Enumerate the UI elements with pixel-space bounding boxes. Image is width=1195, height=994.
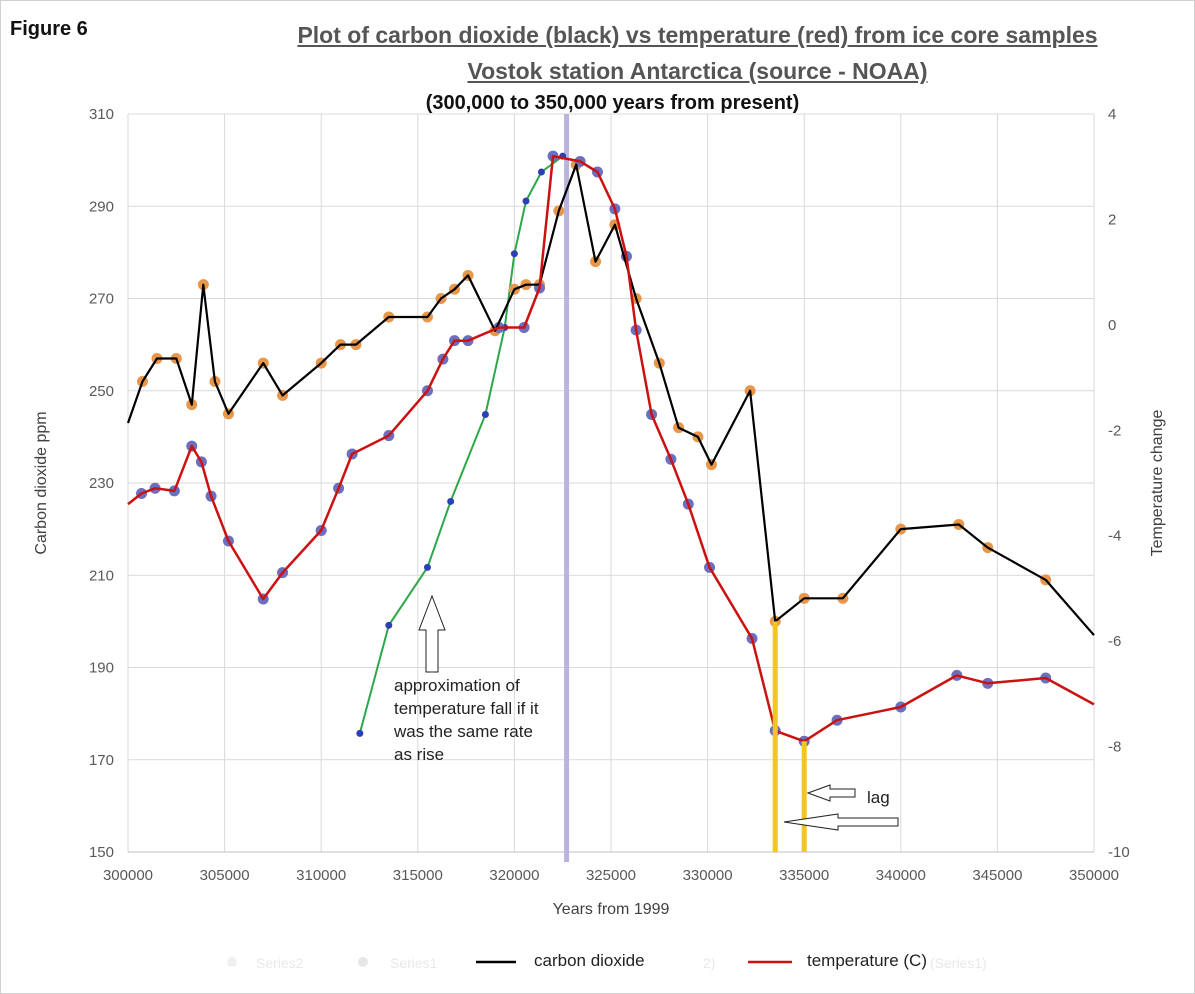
approximation-point bbox=[385, 621, 393, 629]
y-axis-label: Carbon dioxide ppm bbox=[33, 411, 50, 554]
lag-annotation: lag bbox=[867, 788, 890, 807]
approximation-line bbox=[358, 155, 564, 734]
approximation-point bbox=[447, 497, 455, 505]
y-tick-label: 290 bbox=[89, 198, 114, 215]
x-tick-label: 335000 bbox=[779, 867, 829, 884]
y-tick-label: 270 bbox=[89, 291, 114, 308]
x-tick-label: 340000 bbox=[876, 867, 926, 884]
y2-tick-label: 4 bbox=[1108, 106, 1116, 123]
co2-line bbox=[126, 163, 1095, 636]
figure-label: Figure 6 bbox=[10, 18, 88, 40]
y-tick-label: 170 bbox=[89, 752, 114, 769]
x-tick-label: 320000 bbox=[489, 867, 539, 884]
approximation-point bbox=[356, 729, 364, 737]
legend-faint-label: Series1 bbox=[390, 955, 438, 971]
legend-faint-marker bbox=[227, 957, 237, 967]
lag-arrow-long-icon bbox=[783, 813, 899, 831]
legend-faint-label: Series2 bbox=[256, 955, 304, 971]
x-tick-label: 325000 bbox=[586, 867, 636, 884]
lag-arrow-short-icon bbox=[806, 784, 856, 802]
legend-faint-label: (Series1) bbox=[930, 955, 987, 971]
x-tick-label: 350000 bbox=[1069, 867, 1119, 884]
approximation-point bbox=[510, 250, 518, 258]
plot-area bbox=[126, 114, 1095, 862]
chart-subtitle: Vostok station Antarctica (source - NOAA… bbox=[467, 58, 928, 84]
approximation-annotation-line: was the same rate bbox=[393, 722, 533, 741]
approximation-point bbox=[522, 197, 530, 205]
temperature-line bbox=[127, 154, 1095, 743]
legend-faint-marker bbox=[358, 957, 368, 967]
approximation-point bbox=[481, 410, 489, 418]
approximation-point bbox=[537, 168, 545, 176]
x-tick-label: 310000 bbox=[296, 867, 346, 884]
x-tick-label: 330000 bbox=[683, 867, 733, 884]
legend-temperature-label: temperature (C) bbox=[807, 951, 927, 970]
y-tick-label: 310 bbox=[89, 106, 114, 123]
y2-tick-label: -6 bbox=[1108, 633, 1121, 650]
legend: Series2 Series1 carbon dioxide 2) temperatur… bbox=[227, 951, 987, 971]
approximation-point bbox=[423, 563, 431, 571]
y2-tick-label: -10 bbox=[1108, 844, 1130, 861]
x-tick-label: 305000 bbox=[200, 867, 250, 884]
y-tick-label: 250 bbox=[89, 383, 114, 400]
x-axis-label: Years from 1999 bbox=[553, 901, 670, 918]
annotations: approximation of temperature fall if it wa… bbox=[393, 594, 899, 852]
x-tick-label: 345000 bbox=[972, 867, 1022, 884]
y-tick-label: 230 bbox=[89, 475, 114, 492]
x-tick-label: 315000 bbox=[393, 867, 443, 884]
grid bbox=[127, 113, 1095, 853]
approximation-annotation-line: as rise bbox=[394, 745, 444, 764]
legend-co2-label: carbon dioxide bbox=[534, 951, 645, 970]
y-tick-label: 210 bbox=[89, 567, 114, 584]
y-tick-label: 150 bbox=[89, 844, 114, 861]
legend-faint-label: 2) bbox=[703, 955, 715, 971]
approximation-annotation-line: temperature fall if it bbox=[394, 699, 539, 718]
y2-tick-label: -8 bbox=[1108, 739, 1121, 756]
chart-title: Plot of carbon dioxide (black) vs temper… bbox=[297, 22, 1098, 48]
approximation-annotation-line: approximation of bbox=[394, 676, 520, 695]
y2-tick-label: -2 bbox=[1108, 422, 1121, 439]
y-tick-label: 190 bbox=[89, 660, 114, 677]
y2-tick-label: 0 bbox=[1108, 317, 1116, 334]
y2-tick-label: 2 bbox=[1108, 211, 1116, 228]
chart-subtitle-range: (300,000 to 350,000 years from present) bbox=[425, 92, 800, 114]
y2-axis-label: Temperature change bbox=[1149, 410, 1166, 557]
x-tick-label: 300000 bbox=[103, 867, 153, 884]
up-arrow-icon bbox=[418, 594, 446, 673]
axes: 300000 305000 310000 315000 320000 325000 3300… bbox=[33, 106, 1166, 918]
y2-tick-label: -4 bbox=[1108, 528, 1121, 545]
